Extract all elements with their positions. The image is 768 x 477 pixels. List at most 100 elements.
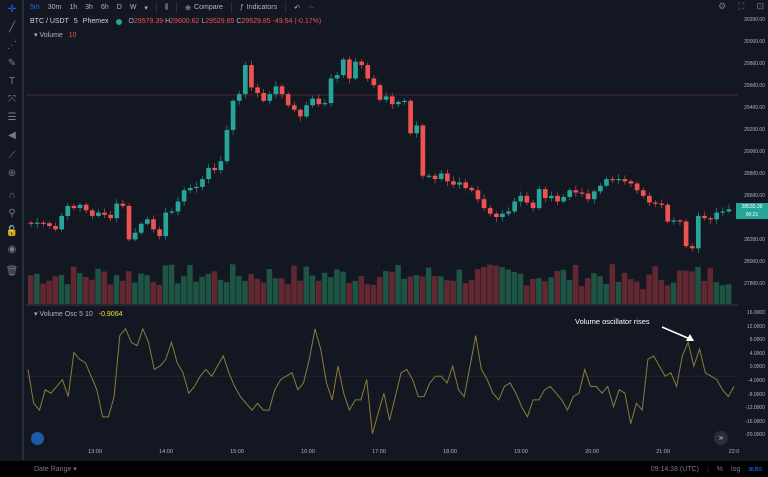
cloud-icon[interactable] [31, 432, 44, 445]
low-value: 29529.85 [205, 18, 235, 25]
time-tick: 19:00 [514, 449, 528, 455]
price-tick: 30000.00 [744, 39, 765, 45]
settings-gear-icon[interactable]: ⚙ [718, 1, 727, 11]
timeframe-dropdown-icon[interactable]: ▾ [144, 4, 148, 12]
symbol-interval: 5 [73, 18, 78, 25]
oscillator-tick: 16.0000 [746, 310, 765, 316]
oscillator-axis[interactable]: 16.0000 12.0000 8.0000 4.0000 0.0000 -4.0000 -… [738, 306, 768, 451]
time-axis[interactable]: 13:00 14:00 15:00 16:00 17:00 18:00 19:00 20:00… [26, 449, 740, 461]
scroll-to-realtime-icon[interactable]: » [714, 431, 728, 445]
current-price-tag: 28530.39 [736, 203, 768, 211]
timeframe-30m[interactable]: 30m [47, 4, 62, 11]
magnet-icon[interactable]: ∩ [8, 189, 16, 201]
high-value: 29600.62 [170, 18, 200, 25]
oscillator-tick: -12.0000 [745, 405, 765, 412]
undo-button[interactable]: ↶ [290, 4, 304, 12]
collapse-chevron-icon[interactable]: ▾ [34, 311, 38, 318]
undo-icon: ↶ [294, 4, 300, 12]
oscillator-tick: -8.0000 [748, 391, 765, 398]
eye-icon[interactable]: ◉ [7, 243, 17, 255]
timeframe-w[interactable]: W [129, 4, 137, 11]
time-tick: 20:00 [585, 449, 599, 455]
price-tick: 28600.00 [744, 193, 765, 199]
fullscreen-icon[interactable]: ⛶ [738, 1, 745, 11]
price-tick: 29000.00 [744, 149, 765, 155]
oscillator-tick: 8.0000 [749, 337, 765, 344]
price-tick: 30200.00 [744, 17, 765, 23]
arrow-back-icon[interactable]: ◀ [8, 129, 16, 141]
compare-button[interactable]: ⊕ Compare [181, 4, 227, 12]
volume-legend[interactable]: ▾ Volume 10 [34, 31, 77, 39]
lock-drawing-icon[interactable]: ⚲ [8, 207, 16, 219]
plus-circle-icon: ⊕ [185, 4, 192, 12]
time-tick: 13:00 [88, 449, 102, 455]
timeframe-1h[interactable]: 1h [69, 4, 78, 11]
time-tick: 14:00 [159, 449, 173, 455]
time-tick: 15:00 [230, 449, 244, 455]
price-tick: 29400.00 [744, 105, 765, 111]
screenshot-camera-icon[interactable]: ⊡ [756, 1, 764, 11]
text-icon[interactable]: T [8, 75, 16, 87]
log-toggle[interactable]: log [731, 465, 741, 473]
price-tick: 28000.00 [744, 259, 765, 265]
timeframe-6h[interactable]: 6h [100, 4, 109, 11]
open-value: 29579.39 [133, 18, 164, 25]
symbol-pair: BTC / USDT [30, 18, 69, 25]
oscillator-tick: 12.0000 [746, 323, 765, 330]
time-tick: 21:00 [656, 449, 670, 455]
drawing-toolbar: ✛ ╱ ⋰ ✎ T ⤧ ☰ ◀ ⟋ ⊕ ∩ ⚲ 🔓 ◉ 🗑 [0, 0, 24, 460]
price-chart-canvas[interactable] [26, 15, 738, 449]
auto-scale-toggle[interactable]: auto [748, 465, 762, 473]
chart-type-button[interactable]: ⫼ [161, 4, 172, 12]
oscillator-tick: 0.0000 [749, 364, 765, 371]
compare-label: Compare [194, 4, 223, 11]
divider [285, 2, 287, 13]
oscillator-value: -0.9064 [98, 311, 123, 318]
oscillator-tick: -16.0000 [745, 418, 765, 425]
brush-icon[interactable]: ✎ [7, 57, 17, 69]
divider: | [706, 465, 709, 473]
divider [176, 2, 178, 13]
price-axis[interactable]: 30200.00 30000.00 29800.00 29600.00 29400.00… [738, 15, 768, 305]
timeframe-d[interactable]: D [116, 4, 122, 11]
divider [230, 2, 232, 13]
oscillator-tick: -20.0000 [745, 432, 765, 439]
price-tick: 29800.00 [744, 61, 765, 67]
timeframe-5m[interactable]: 5m [30, 4, 40, 11]
annotation-text: Volume oscillator rises [575, 317, 650, 326]
symbol-legend: BTC / USDT 5 Phemex O29579.39 H29600.62 … [30, 18, 321, 25]
time-tick: 22:0 [728, 449, 740, 455]
prediction-icon[interactable]: ☰ [7, 111, 17, 123]
top-toolbar: 5m 30m 1h 3h 6h D W ▾ ⫼ ⊕ Compare ƒ Indica… [26, 0, 768, 15]
fib-tool-icon[interactable]: ⋰ [7, 39, 17, 51]
redo-icon: ↷ [307, 4, 314, 12]
oscillator-tick: 4.0000 [749, 350, 765, 357]
oscillator-tick: -4.0000 [748, 378, 765, 384]
volume-label: Volume [39, 32, 63, 39]
collapse-chevron-icon[interactable]: ▾ [34, 32, 38, 39]
divider [155, 2, 157, 13]
ruler-icon[interactable]: ⟋ [8, 149, 16, 161]
volume-value: 10 [68, 32, 77, 39]
time-tick: 18:00 [443, 449, 457, 455]
close-value: 29529.85 [241, 18, 271, 25]
percent-toggle[interactable]: % [716, 465, 724, 473]
zoom-in-icon[interactable]: ⊕ [7, 167, 17, 179]
oscillator-legend[interactable]: ▾ Volume Osc 5 10 -0.9064 [34, 310, 122, 318]
price-tick: 29200.00 [744, 127, 765, 133]
function-icon: ƒ [239, 4, 244, 11]
date-range-button[interactable]: Date Range ▾ [34, 466, 77, 473]
oscillator-label: Volume Osc 5 10 [39, 311, 93, 318]
lock-icon[interactable]: 🔓 [5, 225, 19, 237]
crosshair-icon[interactable]: ✛ [7, 3, 17, 15]
time-tick: 16:00 [301, 449, 315, 455]
redo-button[interactable]: ↷ [304, 4, 318, 12]
trend-line-icon[interactable]: ╱ [8, 21, 16, 33]
pattern-icon[interactable]: ⤧ [8, 93, 16, 105]
clock: 09:14:38 (UTC) [650, 465, 699, 473]
trash-icon[interactable]: 🗑 [5, 265, 19, 277]
timeframe-3h[interactable]: 3h [85, 4, 93, 11]
indicators-label: Indicators [246, 4, 278, 11]
indicators-button[interactable]: ƒ Indicators [236, 4, 281, 11]
